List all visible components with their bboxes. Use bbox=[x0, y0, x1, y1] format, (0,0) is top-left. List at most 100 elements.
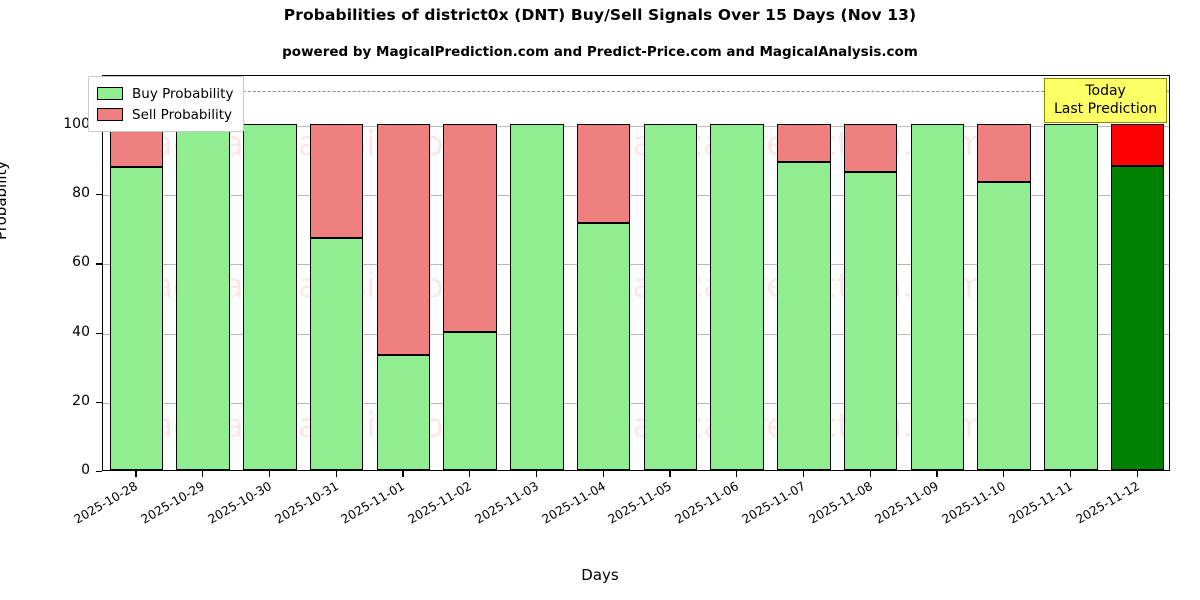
y-axis-tick-label: 80 bbox=[72, 185, 90, 202]
bar-column[interactable] bbox=[843, 74, 898, 470]
x-axis-tick-mark bbox=[869, 471, 871, 477]
y-axis-tick-label: 60 bbox=[72, 254, 90, 271]
bar-column[interactable] bbox=[176, 74, 230, 470]
bar-segment-buy[interactable] bbox=[910, 124, 965, 470]
x-axis-tick-mark bbox=[1069, 471, 1072, 477]
x-axis-tick-mark bbox=[1003, 471, 1005, 477]
x-axis-tick-label: 2025-11-11 bbox=[1006, 479, 1075, 527]
today-annotation: Today Last Prediction bbox=[1044, 78, 1168, 123]
bar-column[interactable] bbox=[109, 74, 164, 470]
y-axis-tick-label: 20 bbox=[72, 392, 90, 409]
bar-column[interactable] bbox=[1044, 74, 1098, 470]
x-axis-tick-label: 2025-10-31 bbox=[272, 479, 341, 527]
bar-segment-sell[interactable] bbox=[777, 124, 831, 163]
x-axis-tick-label: 2025-11-08 bbox=[806, 479, 875, 527]
gridline bbox=[103, 333, 1169, 335]
legend-item-sell[interactable]: Sell Probability bbox=[97, 104, 233, 125]
bar-segment-buy[interactable] bbox=[510, 124, 564, 470]
y-axis-tick-mark bbox=[96, 263, 102, 265]
x-axis-tick-label: 2025-11-05 bbox=[606, 479, 675, 527]
x-axis-tick-label: 2025-11-01 bbox=[339, 479, 408, 527]
chart-title: Probabilities of district0x (DNT) Buy/Se… bbox=[283, 6, 917, 24]
x-axis-tick-mark bbox=[1136, 471, 1138, 477]
x-axis-tick-mark bbox=[535, 471, 538, 477]
x-axis-tick-label: 2025-11-12 bbox=[1073, 479, 1142, 527]
bar-segment-sell[interactable] bbox=[843, 124, 898, 173]
x-axis-tick-mark bbox=[802, 471, 805, 477]
bar-segment-sell[interactable] bbox=[443, 124, 497, 333]
y-axis-tick-label: 100 bbox=[63, 116, 90, 132]
bar-segment-buy[interactable] bbox=[710, 124, 764, 470]
legend-swatch-sell-icon bbox=[97, 108, 123, 121]
x-axis-tick-label: 2025-11-10 bbox=[939, 479, 1009, 527]
bar-column[interactable] bbox=[510, 74, 564, 470]
gridline bbox=[103, 402, 1169, 404]
x-axis-tick-label: 2025-11-09 bbox=[873, 479, 942, 527]
x-axis-tick-mark bbox=[202, 471, 204, 477]
reference-dashed-line bbox=[103, 91, 1169, 93]
legend: Buy Probability Sell Probability bbox=[88, 76, 245, 132]
bar-segment-sell[interactable] bbox=[309, 124, 364, 238]
chart-subtitle: powered by MagicalPrediction.com and Pre… bbox=[282, 44, 918, 60]
bar-segment-buy[interactable] bbox=[109, 166, 164, 470]
today-annotation-line1: Today bbox=[1085, 83, 1126, 99]
bar-segment-buy[interactable] bbox=[843, 172, 898, 470]
bar-column[interactable] bbox=[643, 74, 698, 470]
x-axis-tick-mark bbox=[268, 471, 271, 477]
x-axis-title: Days bbox=[581, 566, 619, 584]
x-axis-tick-label: 2025-11-06 bbox=[672, 479, 742, 527]
legend-label-buy: Buy Probability bbox=[132, 85, 234, 102]
bar-column[interactable] bbox=[243, 74, 297, 470]
bar-segment-buy[interactable] bbox=[643, 124, 698, 470]
bar-series-layer bbox=[103, 76, 1169, 470]
bar-segment-buy[interactable] bbox=[309, 237, 364, 470]
bar-segment-buy[interactable] bbox=[443, 332, 497, 470]
bar-column[interactable] bbox=[443, 74, 497, 470]
gridline bbox=[103, 264, 1169, 266]
x-axis-tick-mark bbox=[469, 471, 471, 477]
legend-item-buy[interactable]: Buy Probability bbox=[97, 83, 233, 104]
bar-segment-buy[interactable] bbox=[1044, 124, 1098, 470]
x-axis-tick-label: 2025-10-28 bbox=[72, 479, 141, 527]
bar-column[interactable] bbox=[977, 74, 1031, 470]
bar-column[interactable] bbox=[777, 74, 831, 470]
bar-segment-buy[interactable] bbox=[777, 162, 831, 470]
bar-column[interactable] bbox=[576, 74, 631, 470]
bar-column[interactable] bbox=[710, 74, 764, 470]
x-axis-tick-mark bbox=[135, 471, 137, 477]
y-axis-title: Probability bbox=[0, 160, 10, 240]
bar-segment-buy[interactable] bbox=[576, 222, 631, 470]
bar-segment-sell[interactable] bbox=[376, 124, 431, 355]
bar-column[interactable] bbox=[376, 74, 431, 470]
y-axis-tick-label: 40 bbox=[72, 323, 90, 340]
bar-column[interactable] bbox=[910, 74, 965, 470]
y-axis-tick-mark bbox=[96, 471, 102, 473]
today-annotation-line2: Last Prediction bbox=[1054, 100, 1158, 117]
bar-column[interactable] bbox=[309, 74, 364, 470]
bar-segment-sell[interactable] bbox=[1110, 124, 1165, 167]
x-axis-tick-label: 2025-11-07 bbox=[739, 479, 808, 527]
x-axis-tick-label: 2025-10-29 bbox=[138, 479, 208, 527]
y-axis-tick-label: 0 bbox=[81, 462, 90, 478]
bar-segment-sell[interactable] bbox=[576, 124, 631, 223]
bar-segment-buy[interactable] bbox=[243, 124, 297, 470]
y-axis-tick-mark bbox=[96, 194, 102, 196]
y-axis-tick-mark bbox=[96, 332, 102, 334]
bar-segment-buy[interactable] bbox=[1110, 166, 1165, 470]
gridline bbox=[103, 195, 1169, 197]
x-axis-tick-mark bbox=[669, 471, 671, 477]
plot-area: MagicalAnalysis.comMagicalPrediction.com… bbox=[102, 75, 1170, 471]
x-axis-tick-label: 2025-10-30 bbox=[205, 479, 274, 527]
x-axis-tick-label: 2025-11-02 bbox=[405, 479, 475, 527]
bar-segment-buy[interactable] bbox=[977, 181, 1031, 470]
legend-swatch-buy-icon bbox=[97, 87, 123, 100]
x-axis-tick-label: 2025-11-04 bbox=[539, 479, 608, 527]
x-axis-tick-mark bbox=[736, 471, 738, 477]
bar-segment-buy[interactable] bbox=[176, 124, 230, 470]
bar-segment-sell[interactable] bbox=[977, 124, 1031, 182]
bar-column[interactable] bbox=[1110, 74, 1165, 470]
x-axis-tick-mark bbox=[602, 471, 604, 477]
bar-segment-buy[interactable] bbox=[376, 354, 431, 470]
y-axis-tick-mark bbox=[96, 401, 102, 403]
